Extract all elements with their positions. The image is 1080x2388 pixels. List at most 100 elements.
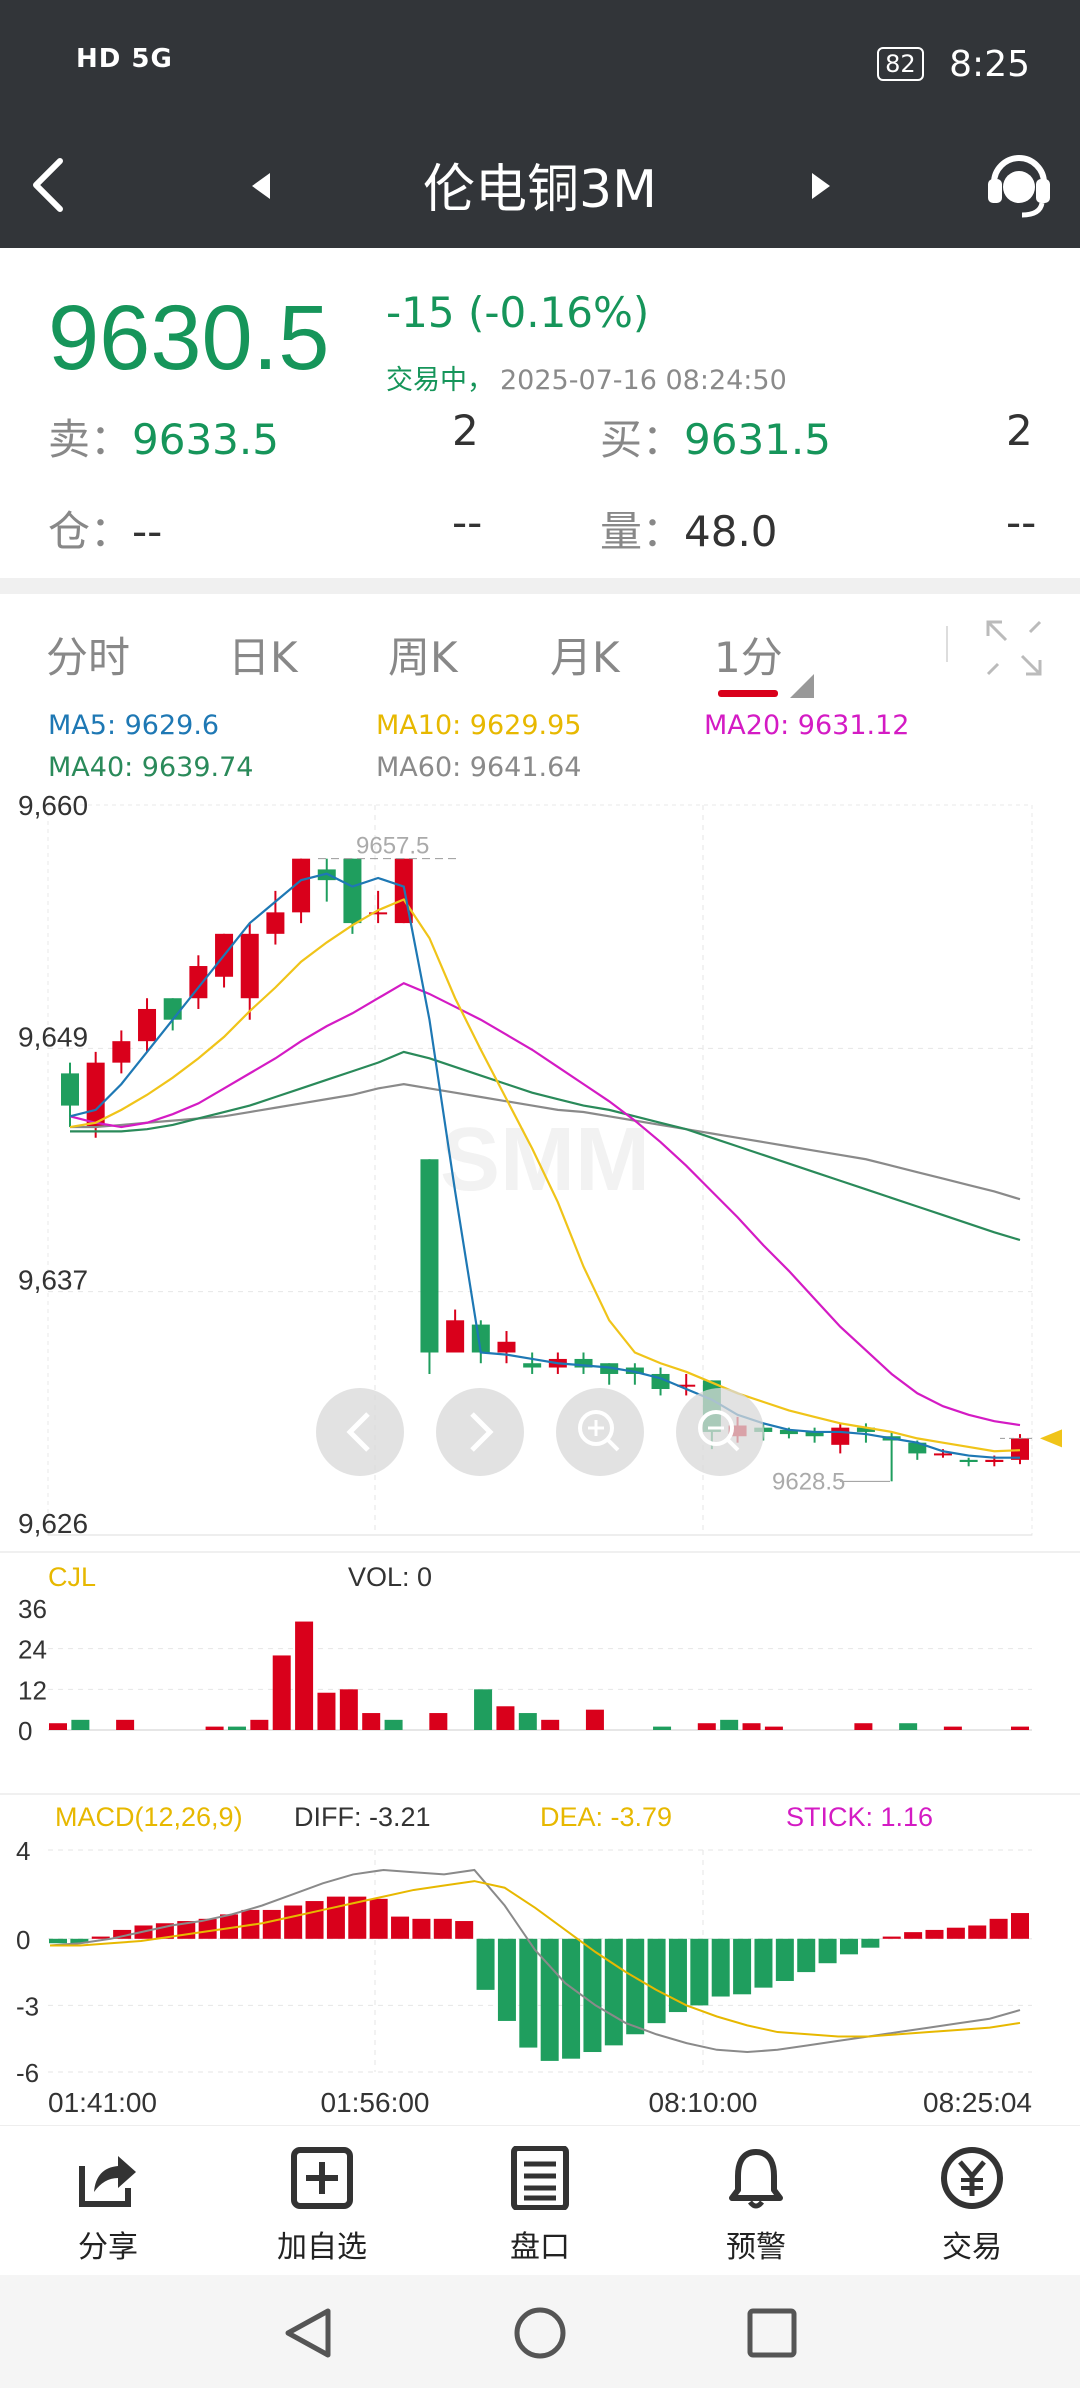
volume-bar: [585, 1709, 604, 1730]
trade-button[interactable]: 交易: [902, 2146, 1042, 2266]
macd-stick-bar: [113, 1929, 132, 1939]
ma5-legend: MA5: 9629.6: [48, 710, 220, 741]
nav-recents-icon[interactable]: [744, 2305, 800, 2361]
volume-bar: [116, 1719, 135, 1730]
chevron-left-button[interactable]: [316, 1388, 404, 1476]
macd-stick-bar: [49, 1938, 67, 1944]
candle-body: [959, 1459, 978, 1462]
share-button[interactable]: 分享: [38, 2146, 178, 2266]
macd-stick-bar: [348, 1896, 367, 1939]
yuan-icon: [941, 2147, 1003, 2209]
candle-body: [908, 1442, 927, 1454]
chevron-right-icon-bg: [436, 1388, 524, 1476]
candle-body: [138, 1008, 157, 1042]
quote-panel: 9630.5 -15 (-0.16%) 交易中， 2025-07-16 08:24…: [0, 248, 1080, 578]
volume-bar: [250, 1719, 269, 1730]
sell-label: 卖：: [48, 415, 133, 464]
ma60-line: [70, 1083, 1021, 1201]
macd-diff-line: [49, 1868, 1021, 2054]
volume-value: 48.0: [684, 507, 778, 556]
nav-home-icon[interactable]: [512, 2305, 568, 2361]
period-dropdown-icon[interactable]: [790, 674, 814, 698]
buy-qty: 2: [1006, 406, 1033, 455]
macd-title: MACD(12,26,9): [55, 1802, 243, 1832]
candle-body: [189, 966, 208, 999]
open-interest-change: --: [452, 498, 483, 547]
last-price: 9630.5: [48, 287, 330, 389]
alert-button[interactable]: 预警: [686, 2146, 826, 2266]
price-axis-label: 9,660: [18, 790, 88, 821]
macd-stick-bar: [626, 1938, 645, 2035]
candle-body: [266, 912, 285, 934]
macd-stick-bar: [925, 1929, 944, 1939]
volume-bar: [71, 1719, 90, 1730]
tab-daily[interactable]: 日K: [228, 633, 298, 682]
timestamp: 2025-07-16 08:24:50: [500, 365, 787, 396]
macd-stick-bar: [839, 1938, 858, 1955]
main-panel-frame: [47, 804, 1033, 1536]
title-bar: 伦电铜3M: [0, 125, 1080, 248]
candle-body: [420, 1159, 439, 1353]
prev-contract-icon[interactable]: [250, 171, 274, 201]
tabs-separator: [946, 626, 948, 662]
macd-dea-line: [50, 1880, 1021, 2038]
macd-stick-bar: [904, 1932, 923, 1939]
volume-bar: [742, 1723, 761, 1730]
trade-label: 交易: [942, 2230, 1002, 2265]
macd-stick-bar: [391, 1916, 410, 1939]
orderbook-label: 盘口: [510, 2230, 570, 2265]
time-axis-label: 01:41:00: [48, 2087, 157, 2118]
add-watchlist-button[interactable]: 加自选: [252, 2146, 392, 2266]
candle-body: [523, 1363, 542, 1368]
volume-bar: [653, 1726, 672, 1730]
volume-bar: [697, 1723, 716, 1730]
candle-body: [163, 998, 182, 1020]
macd-stick-bar: [754, 1938, 773, 1988]
volume-bar: [384, 1719, 403, 1730]
share-label: 分享: [78, 2230, 138, 2265]
network-indicator: HD 5G: [76, 44, 173, 74]
back-arrow-icon[interactable]: [28, 155, 68, 215]
ma40-legend: MA40: 9639.74: [48, 752, 254, 783]
candle-body: [933, 1453, 952, 1456]
macd-stick-bar: [412, 1918, 431, 1939]
page-title: 伦电铜3M: [423, 160, 657, 220]
orderbook-button[interactable]: 盘口: [470, 2145, 610, 2266]
kline-chart-area[interactable]: 9,660 9,649 9,637 9,626 SMM 9657.5 9628.5 CJL VO…: [0, 790, 1080, 2120]
tab-weekly[interactable]: 周K: [388, 633, 458, 682]
tab-intraday[interactable]: 分时: [46, 633, 131, 682]
macd-stick-bar: [711, 1938, 730, 1997]
macd-stick-bar: [91, 1936, 110, 1939]
next-contract-icon[interactable]: [808, 171, 832, 201]
candle-body: [240, 933, 259, 999]
macd-stick-readout: STICK: 1.16: [786, 1802, 933, 1832]
volume-bar: [541, 1719, 560, 1730]
zoom-in-icon-handle: [606, 1438, 620, 1452]
price-change: -15 (-0.16%): [386, 288, 650, 337]
zoom-in-button[interactable]: [556, 1388, 644, 1476]
candle-body: [779, 1429, 798, 1435]
candle-body: [831, 1427, 850, 1445]
macd-stick-bar: [882, 1936, 901, 1939]
section-divider: [0, 578, 1080, 594]
macd-diff-readout: DIFF: -3.21: [294, 1802, 431, 1832]
nav-back-icon[interactable]: [280, 2305, 336, 2361]
customer-service-icon[interactable]: [984, 145, 1054, 225]
macd-stick-bar: [861, 1938, 880, 1948]
candle-body: [985, 1459, 1004, 1462]
volume-bar: [295, 1621, 314, 1730]
chevron-right-icon: [470, 1412, 494, 1452]
buy-price: 9631.5: [684, 415, 831, 464]
period-tabs: 分时 日K 周K 月K 1分: [0, 594, 1080, 704]
volume-bar: [227, 1726, 246, 1730]
volume-readout: VOL: 0: [348, 1562, 432, 1592]
fullscreen-icon[interactable]: [982, 616, 1046, 680]
system-nav-bar: [0, 2275, 1080, 2388]
candle-body: [677, 1384, 696, 1387]
chevron-right-button[interactable]: [436, 1388, 524, 1476]
macd-stick-bar: [476, 1938, 495, 1990]
macd-stick-bar: [433, 1918, 452, 1939]
tab-1min[interactable]: 1分: [714, 633, 783, 682]
zoom-out-button[interactable]: [676, 1388, 764, 1476]
tab-monthly[interactable]: 月K: [550, 633, 620, 682]
